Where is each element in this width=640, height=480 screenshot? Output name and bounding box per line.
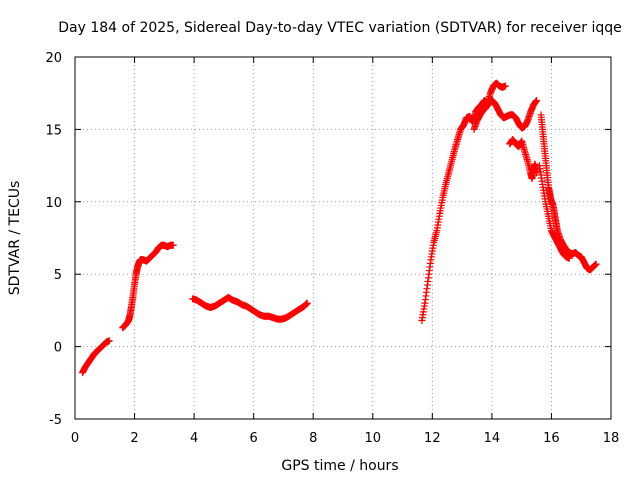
y-tick-label: 5 xyxy=(54,268,62,283)
data-point xyxy=(501,82,509,90)
x-tick-label: 4 xyxy=(190,431,198,446)
data-point xyxy=(533,96,541,104)
x-tick-label: 16 xyxy=(543,431,560,446)
x-tick-label: 10 xyxy=(365,431,382,446)
y-tick-label: 10 xyxy=(45,196,62,211)
y-tick-label: 20 xyxy=(45,51,62,66)
data-point xyxy=(105,337,113,345)
x-tick-label: 2 xyxy=(130,431,138,446)
y-tick-label: 0 xyxy=(54,341,62,356)
data-point xyxy=(303,299,311,307)
x-tick-label: 12 xyxy=(424,431,441,446)
x-axis-label: GPS time / hours xyxy=(281,458,398,474)
data-point xyxy=(533,169,541,177)
plot-frame xyxy=(74,56,612,420)
chart-title: Day 184 of 2025, Sidereal Day-to-day VTE… xyxy=(58,20,622,36)
x-tick-label: 0 xyxy=(71,431,79,446)
axis-ticks: 0 2 4 6 8 10 12 14 16 18 -5 0 5 10 15 20 xyxy=(45,51,619,446)
data-point xyxy=(592,260,600,268)
data-points xyxy=(78,79,600,377)
x-tick-label: 6 xyxy=(250,431,258,446)
y-axis-label: SDTVAR / TECUs xyxy=(7,181,23,296)
x-tick-label: 8 xyxy=(309,431,317,446)
y-tick-label: -5 xyxy=(49,413,62,428)
data-point xyxy=(169,241,177,249)
data-point xyxy=(565,254,573,262)
y-tick-label: 15 xyxy=(45,123,62,138)
x-tick-label: 14 xyxy=(484,431,501,446)
x-tick-label: 18 xyxy=(603,431,620,446)
